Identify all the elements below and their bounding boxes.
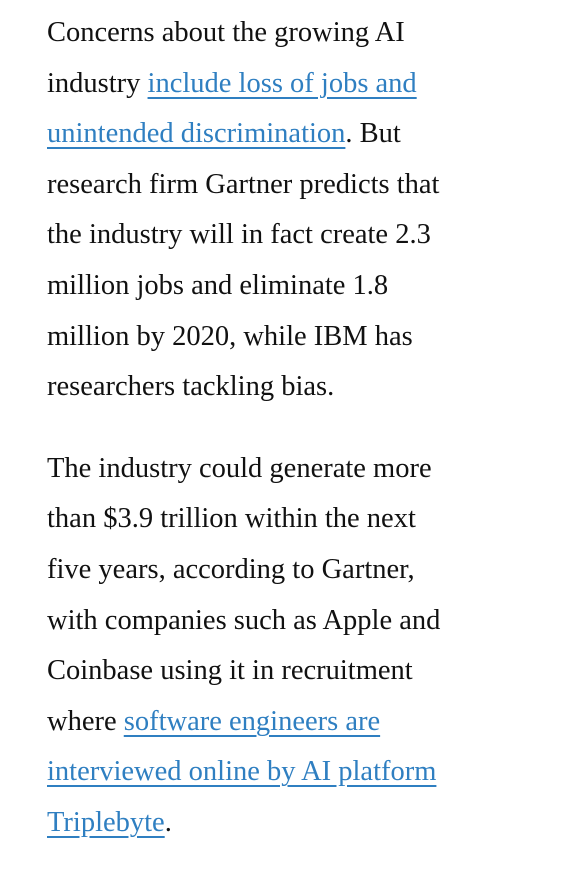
text-line: Triplebyte.	[47, 798, 547, 849]
text-line: five years, according to Gartner,	[47, 545, 547, 596]
text-line: interviewed online by AI platform	[47, 747, 547, 798]
text-run: than $3.9 trillion within the next	[47, 503, 416, 535]
text-run: Coinbase using it in recruitment	[47, 655, 413, 687]
link-jobs-discrimination[interactable]: include loss of jobs and	[147, 67, 417, 99]
text-line: million jobs and eliminate 1.8	[47, 261, 547, 312]
text-run: Concerns about the growing AI	[47, 17, 405, 48]
text-line: the industry will in fact create 2.3	[47, 210, 547, 261]
text-line: million by 2020, while IBM has	[47, 312, 547, 363]
text-line: research firm Gartner predicts that	[47, 160, 547, 211]
link-triplebyte[interactable]: Triplebyte	[47, 806, 165, 838]
paragraph-revenue: The industry could generate more than $3…	[47, 444, 547, 849]
text-line: The industry could generate more	[47, 444, 547, 495]
link-triplebyte-interviews-cont[interactable]: interviewed online by AI platform	[47, 756, 437, 788]
text-run: where	[47, 705, 124, 737]
text-run: .	[164, 806, 172, 838]
text-line: than $3.9 trillion within the next	[47, 494, 547, 545]
text-line: unintended discrimination. But	[47, 109, 547, 160]
text-line: industry include loss of jobs and	[47, 59, 547, 110]
text-run: million jobs and eliminate 1.8	[47, 269, 389, 301]
text-run: . But	[345, 118, 401, 150]
link-triplebyte-interviews[interactable]: software engineers are	[123, 705, 381, 737]
text-run: The industry could generate more	[47, 452, 432, 484]
text-line: Coinbase using it in recruitment	[47, 646, 547, 697]
text-line: researchers tackling bias.	[47, 362, 547, 413]
text-run: the industry will in fact create 2.3	[47, 219, 431, 251]
paragraph-jobs: Concerns about the growing AI industry i…	[47, 8, 547, 413]
text-run: researchers tackling bias.	[47, 371, 335, 403]
text-run: research firm Gartner predicts that	[47, 168, 440, 200]
article-body: Concerns about the growing AI industry i…	[47, 8, 547, 849]
text-run: five years, according to Gartner,	[47, 553, 415, 585]
text-run: million by 2020, while IBM has	[47, 320, 413, 352]
text-run: with companies such as Apple and	[47, 604, 441, 636]
text-line: with companies such as Apple and	[47, 596, 547, 647]
link-jobs-discrimination-cont[interactable]: unintended discrimination	[47, 118, 346, 150]
text-line: where software engineers are	[47, 697, 547, 748]
text-line: Concerns about the growing AI	[47, 8, 547, 59]
text-run: industry	[47, 67, 148, 99]
